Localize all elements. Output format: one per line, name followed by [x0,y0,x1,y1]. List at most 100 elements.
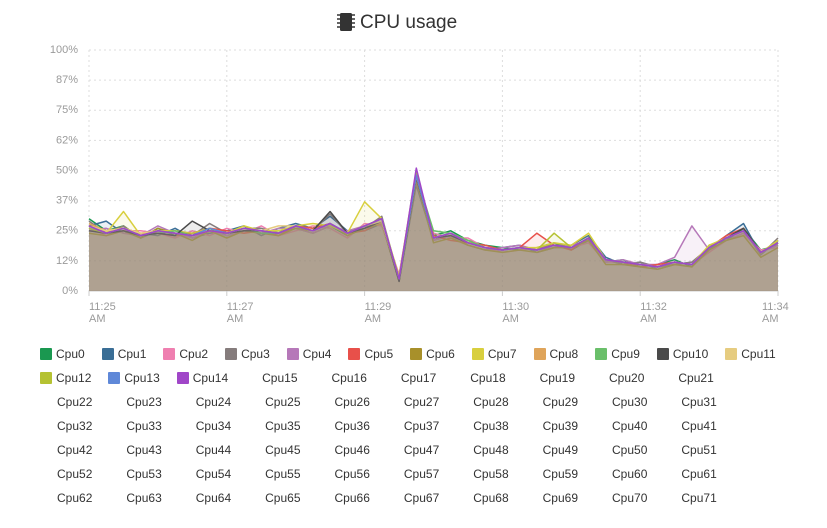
legend-item[interactable]: Cpu45 [248,441,317,459]
legend-item[interactable]: Cpu66 [318,489,387,507]
legend-item[interactable]: Cpu14 [176,369,245,387]
legend-label: Cpu66 [334,491,370,505]
legend-item[interactable]: Cpu2 [163,345,225,363]
legend-item[interactable]: Cpu5 [348,345,410,363]
legend-item[interactable]: Cpu32 [40,417,109,435]
legend-item[interactable]: Cpu15 [245,369,314,387]
legend-item[interactable]: Cpu36 [318,417,387,435]
legend-item[interactable]: Cpu30 [595,393,664,411]
legend-item[interactable]: Cpu6 [410,345,472,363]
legend-item[interactable]: Cpu0 [40,345,102,363]
legend-item[interactable]: Cpu51 [664,441,733,459]
legend-item[interactable]: Cpu10 [656,345,725,363]
legend-item[interactable]: Cpu12 [40,369,108,387]
legend-item[interactable]: Cpu31 [664,393,733,411]
legend-item[interactable]: Cpu22 [40,393,109,411]
legend-label: Cpu52 [57,467,93,481]
legend-item[interactable]: Cpu47 [387,441,456,459]
legend-item[interactable]: Cpu7 [471,345,534,363]
legend-item[interactable]: Cpu52 [40,465,109,483]
legend-item[interactable]: Cpu70 [595,489,664,507]
legend-item[interactable]: Cpu58 [456,465,525,483]
legend-item[interactable]: Cpu62 [40,489,109,507]
legend-label: Cpu43 [126,443,162,457]
legend-item[interactable]: Cpu19 [523,369,592,387]
legend-item[interactable]: Cpu55 [248,465,317,483]
legend-item[interactable]: Cpu3 [225,345,287,363]
legend-item[interactable]: Cpu39 [526,417,595,435]
legend-label: Cpu7 [487,347,517,361]
legend-label: Cpu15 [262,371,298,385]
legend-item[interactable]: Cpu8 [533,345,596,363]
legend-label: Cpu26 [334,395,370,409]
legend-item[interactable]: Cpu18 [453,369,522,387]
legend-item[interactable]: Cpu64 [179,489,248,507]
legend-item[interactable]: Cpu26 [318,393,387,411]
legend-item[interactable]: Cpu69 [526,489,595,507]
legend-item[interactable]: Cpu42 [40,441,109,459]
legend-item[interactable]: Cpu46 [318,441,387,459]
legend-item[interactable]: Cpu38 [456,417,525,435]
legend-label: Cpu19 [539,371,575,385]
legend-item[interactable]: Cpu27 [387,393,456,411]
y-tick-label: 87% [56,74,78,86]
legend-item[interactable]: Cpu13 [108,369,176,387]
legend-swatch [163,348,176,360]
legend-item[interactable]: Cpu54 [179,465,248,483]
legend-item[interactable]: Cpu53 [109,465,178,483]
legend-item[interactable]: Cpu24 [179,393,248,411]
legend-item[interactable]: Cpu28 [456,393,525,411]
legend-swatch [348,348,361,360]
x-tick-label: 11:32 AM [640,301,667,325]
legend-item[interactable]: Cpu1 [101,345,164,363]
legend-item[interactable]: Cpu21 [661,369,730,387]
legend-item[interactable]: Cpu41 [664,417,733,435]
legend-label: Cpu54 [195,467,232,481]
legend-label: Cpu13 [124,371,160,385]
x-tick-label: 11:27 AM [226,301,254,325]
legend-item[interactable]: Cpu9 [595,345,657,363]
legend-item[interactable]: Cpu44 [179,441,248,459]
legend-item[interactable]: Cpu60 [595,465,664,483]
legend-item[interactable]: Cpu59 [526,465,595,483]
legend-item[interactable]: Cpu11 [725,345,792,363]
legend-swatch [595,348,608,360]
legend-item[interactable]: Cpu56 [318,465,387,483]
legend-label: Cpu40 [612,419,648,433]
legend-label: Cpu61 [681,467,717,481]
legend-item[interactable]: Cpu23 [109,393,178,411]
legend-label: Cpu3 [241,347,270,361]
legend-item[interactable]: Cpu4 [286,345,349,363]
legend-item[interactable]: Cpu33 [109,417,178,435]
legend-item[interactable]: Cpu50 [595,441,664,459]
legend-item[interactable]: Cpu48 [456,441,525,459]
legend-item[interactable]: Cpu25 [248,393,317,411]
legend-item[interactable]: Cpu49 [526,441,595,459]
legend-label: Cpu4 [302,347,332,361]
legend-label: Cpu17 [400,371,437,385]
legend-item[interactable]: Cpu40 [595,417,664,435]
legend-item[interactable]: Cpu35 [248,417,317,435]
legend-item[interactable]: Cpu29 [526,393,595,411]
legend-item[interactable]: Cpu71 [664,489,733,507]
legend-item[interactable]: Cpu63 [109,489,178,507]
legend-label: Cpu38 [473,419,509,433]
legend-item[interactable]: Cpu37 [387,417,456,435]
legend-label: Cpu51 [681,443,717,457]
legend-item[interactable]: Cpu43 [109,441,178,459]
legend-item[interactable]: Cpu61 [664,465,733,483]
y-tick-label: 100% [50,44,78,56]
legend-swatch [40,372,52,384]
legend-item[interactable]: Cpu16 [315,369,384,387]
legend-item[interactable]: Cpu68 [456,489,525,507]
legend-label: Cpu30 [612,395,648,409]
legend-item[interactable]: Cpu67 [387,489,456,507]
legend-label: Cpu32 [57,419,93,433]
legend-item[interactable]: Cpu57 [387,465,456,483]
legend-item[interactable]: Cpu20 [592,369,661,387]
legend-item[interactable]: Cpu65 [248,489,317,507]
legend-label: Cpu14 [192,371,229,385]
legend-item[interactable]: Cpu17 [384,369,453,387]
legend-item[interactable]: Cpu34 [179,417,248,435]
